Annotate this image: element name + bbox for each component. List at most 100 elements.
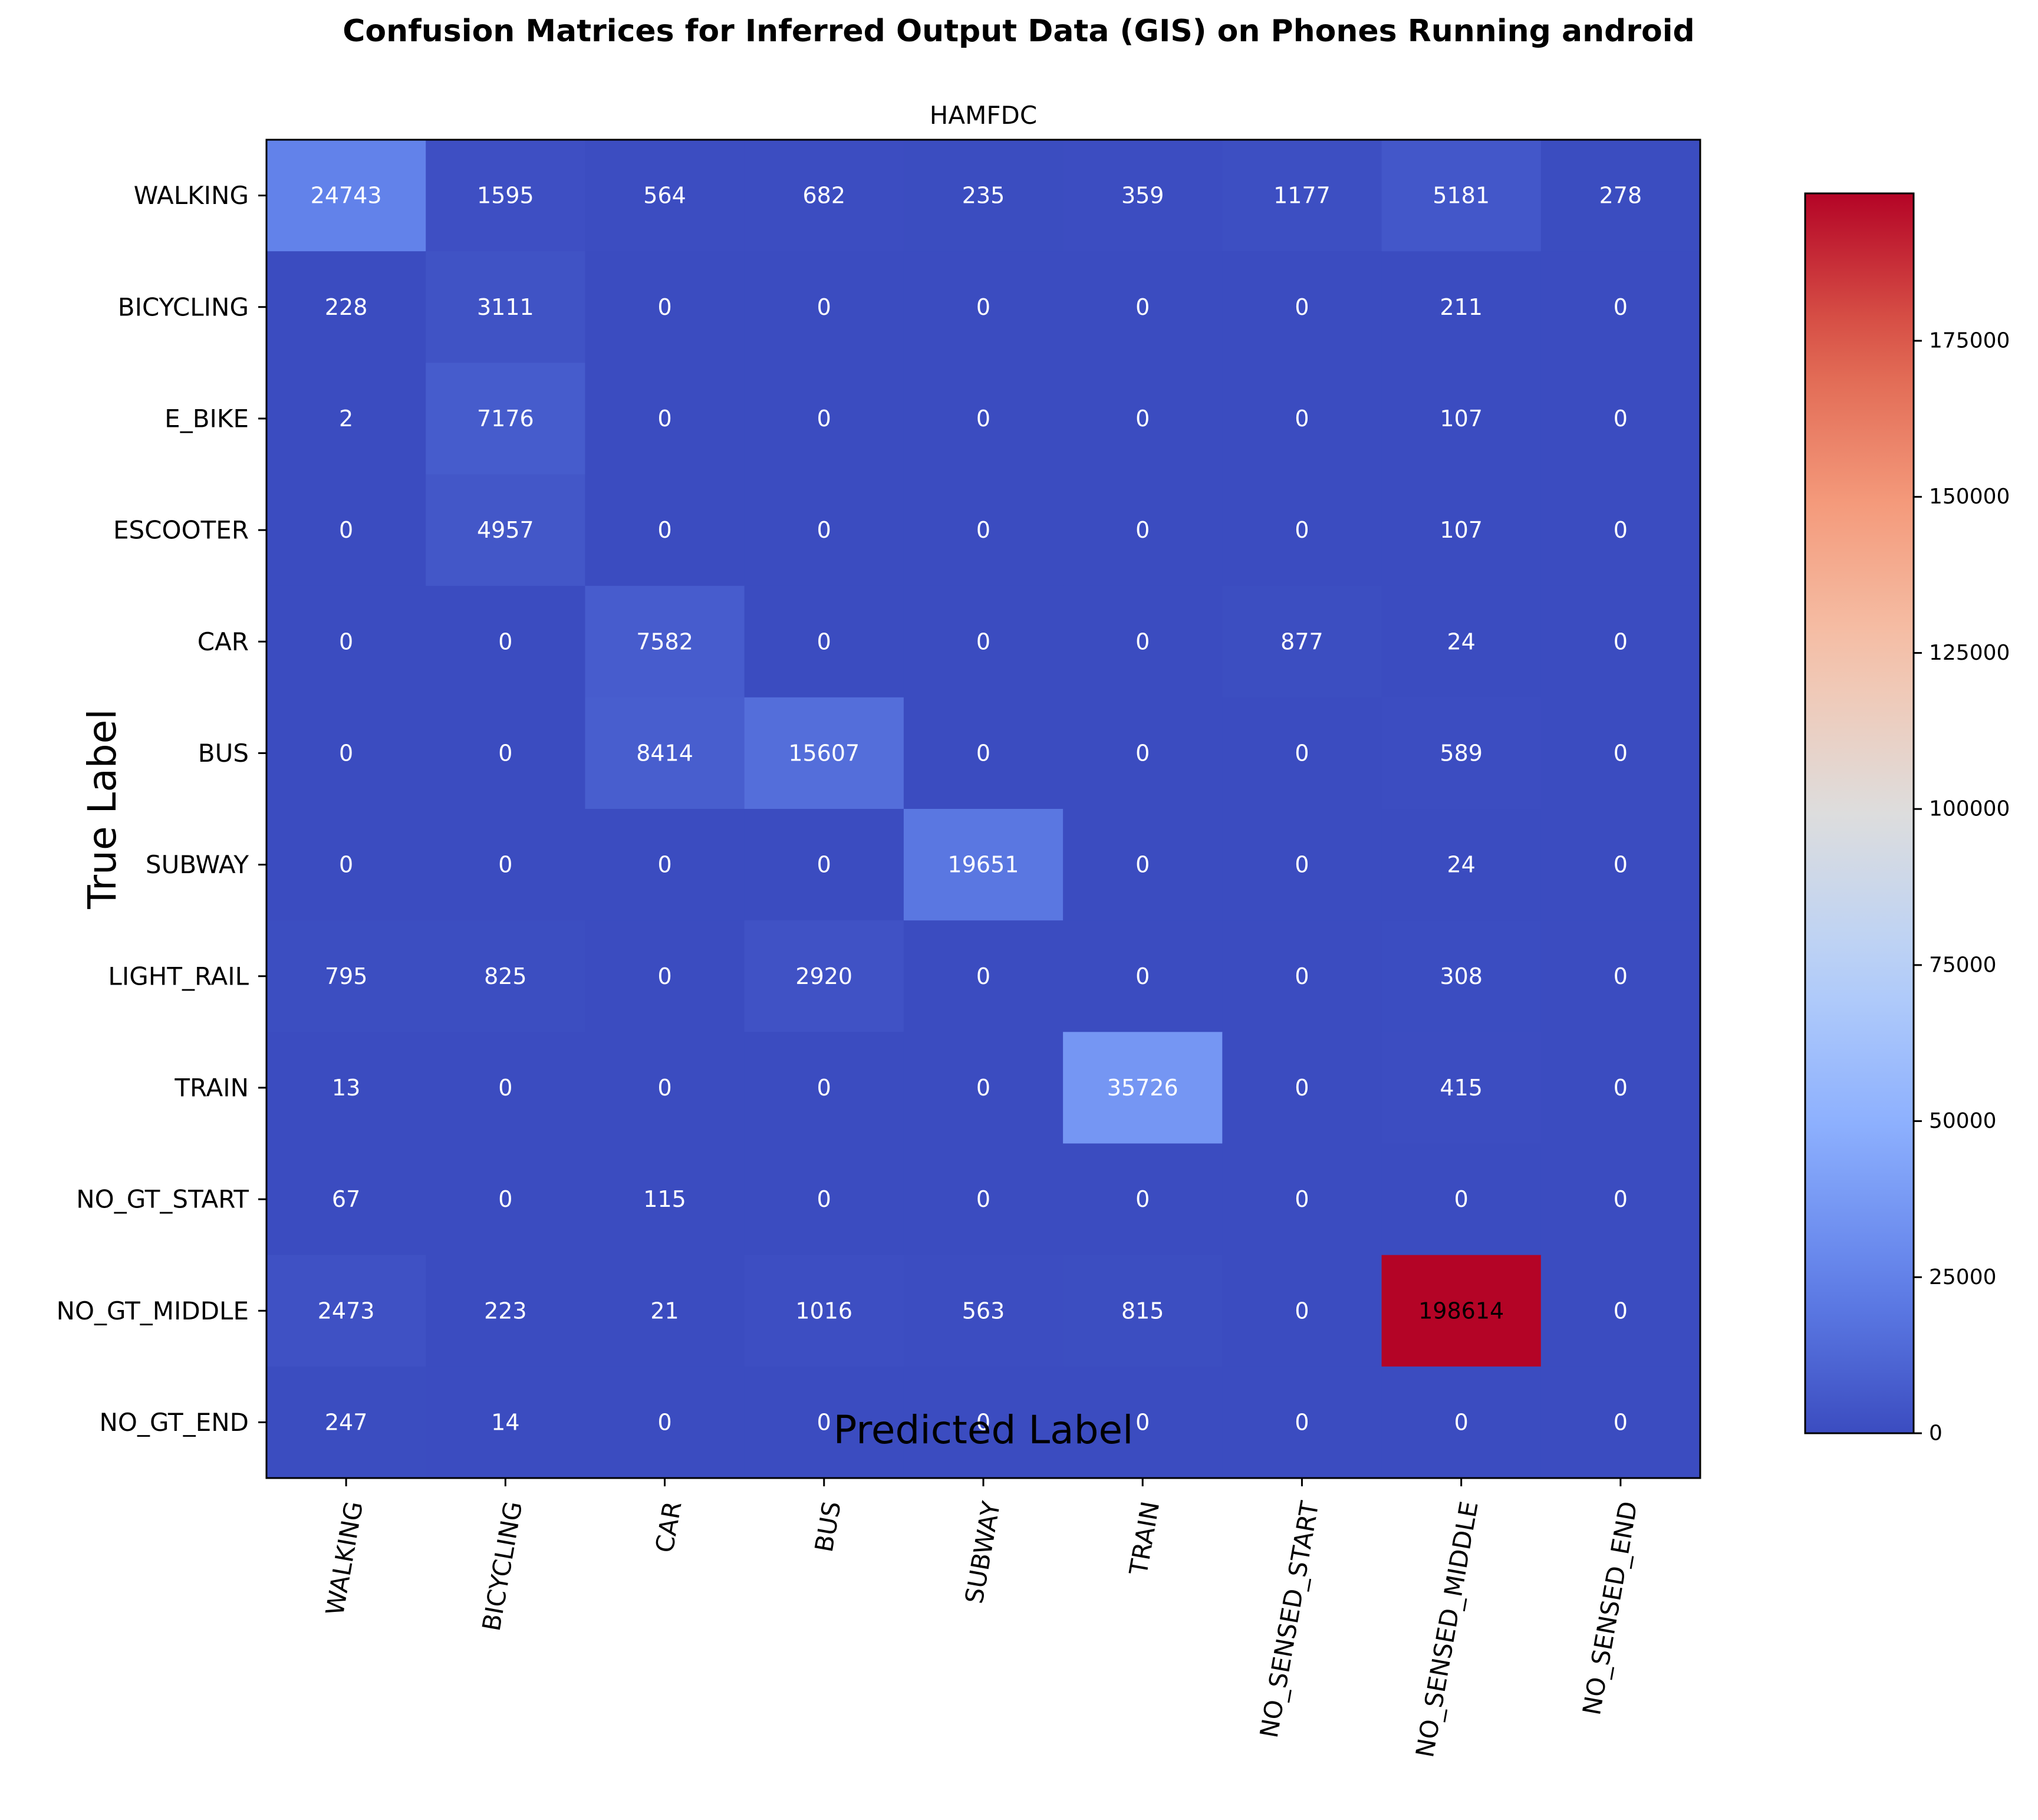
y-tick-label: NO_GT_END (100, 1408, 249, 1437)
cell-value-label: 0 (976, 740, 990, 766)
cell-value-label: 415 (1440, 1075, 1483, 1101)
cell-value-label: 107 (1440, 517, 1483, 543)
colorbar-tick-label: 100000 (1929, 797, 2010, 821)
cell-value-label: 0 (976, 1075, 990, 1101)
heatmap-cell (585, 1143, 745, 1256)
heatmap-cell (426, 251, 586, 363)
heatmap-cell (426, 1255, 586, 1367)
cell-value-label: 13 (332, 1075, 360, 1101)
heatmap-cell (585, 809, 745, 921)
heatmap-cell (744, 1366, 904, 1479)
cell-value-label: 0 (1135, 1186, 1150, 1212)
heatmap-cell (266, 1143, 426, 1256)
cell-value-label: 0 (817, 1186, 831, 1212)
heatmap-cell (1063, 140, 1223, 252)
heatmap-cell (903, 809, 1064, 921)
cell-value-label: 0 (976, 963, 990, 989)
cell-value-label: 0 (1614, 294, 1628, 320)
heatmap-cell (744, 697, 904, 809)
cell-value-label: 0 (498, 852, 512, 878)
cell-value-label: 115 (643, 1186, 686, 1212)
heatmap-cell (585, 1032, 745, 1144)
cell-value-label: 0 (1614, 852, 1628, 878)
heatmap-cell (744, 140, 904, 252)
cell-value-label: 0 (1295, 1186, 1309, 1212)
cell-value-label: 0 (498, 1075, 512, 1101)
heatmap-cell (1381, 1366, 1542, 1479)
x-tick-label: SUBWAY (959, 1499, 1006, 1605)
cell-value-label: 2473 (318, 1298, 375, 1324)
heatmap-cell (903, 1032, 1064, 1144)
cell-value-label: 564 (643, 183, 686, 209)
cell-value-label: 0 (657, 517, 671, 543)
cell-value-label: 0 (339, 517, 353, 543)
y-axis-ticks: WALKING BICYCLING E_BIKE ESCOOTER CAR BUS SUBW… (57, 181, 266, 1437)
heatmap-cell (266, 809, 426, 921)
cell-value-label: 2920 (795, 963, 852, 989)
heatmap-cell (266, 697, 426, 809)
heatmap-cell (1063, 1032, 1223, 1144)
cell-value-label: 0 (1295, 517, 1309, 543)
cell-value-label: 8414 (636, 740, 693, 766)
cell-value-label: 24 (1447, 628, 1475, 654)
y-tick-label: NO_GT_MIDDLE (57, 1296, 249, 1325)
heatmap-cell (266, 1366, 426, 1479)
heatmap-cell (1063, 809, 1223, 921)
y-tick-label: ESCOOTER (113, 516, 249, 545)
heatmap-cell (1063, 251, 1223, 363)
cell-value-label: 0 (976, 1186, 990, 1212)
heatmap-cell (903, 140, 1064, 252)
heatmap-cell (585, 363, 745, 475)
cell-value-label: 223 (484, 1298, 527, 1324)
cell-value-label: 2 (339, 406, 353, 432)
heatmap-cell (585, 251, 745, 363)
cell-value-label: 0 (339, 628, 353, 654)
cell-value-label: 0 (817, 294, 831, 320)
heatmap-cell (744, 1255, 904, 1367)
heatmap-cell (1381, 363, 1542, 475)
cell-value-label: 0 (1295, 294, 1309, 320)
heatmap-cell (1540, 585, 1701, 698)
cell-value-label: 0 (657, 294, 671, 320)
x-tick-label: WALKING (320, 1499, 368, 1618)
y-tick-label: WALKING (134, 181, 249, 210)
heatmap-cell (903, 474, 1064, 587)
heatmap-cell (1540, 140, 1701, 252)
cell-value-label: 228 (325, 294, 368, 320)
cell-value-label: 563 (962, 1298, 1005, 1324)
x-axis-ticks: WALKING BICYCLING CAR BUS SUBWAY TRAIN NO_SENS… (320, 1478, 1643, 1759)
cell-value-label: 235 (962, 183, 1005, 209)
cell-value-label: 19651 (948, 852, 1019, 878)
heatmap-cell (266, 1032, 426, 1144)
cell-value-label: 7582 (636, 628, 693, 654)
chart-title: HAMFDC (930, 101, 1037, 130)
heatmap-cell (1063, 1255, 1223, 1367)
x-tick-label: BICYCLING (477, 1499, 528, 1633)
heatmap-cell (266, 1255, 426, 1367)
heatmap-cell (903, 251, 1064, 363)
heatmap-cell (1063, 585, 1223, 698)
cell-value-label: 0 (1614, 740, 1628, 766)
heatmap-cell (1540, 1032, 1701, 1144)
cell-value-label: 0 (1135, 628, 1150, 654)
heatmap-cell (744, 251, 904, 363)
heatmap-cell (1222, 809, 1382, 921)
figure-suptitle: Confusion Matrices for Inferred Output D… (343, 14, 1694, 49)
cell-value-label: 278 (1599, 183, 1642, 209)
heatmap-cell (903, 920, 1064, 1032)
y-tick-label: BUS (198, 739, 249, 768)
heatmap-cell (903, 1143, 1064, 1256)
heatmap-cell (1063, 1143, 1223, 1256)
heatmap-cell (266, 363, 426, 475)
heatmap-cell (1222, 1366, 1382, 1479)
cell-value-label: 0 (976, 294, 990, 320)
heatmap-cell (1381, 1032, 1542, 1144)
cell-value-label: 0 (1614, 628, 1628, 654)
cell-value-label: 0 (817, 852, 831, 878)
colorbar-tick-label: 25000 (1929, 1265, 1997, 1289)
y-tick-label: TRAIN (174, 1073, 249, 1102)
cell-value-label: 0 (1295, 1075, 1309, 1101)
cell-value-label: 4957 (477, 517, 534, 543)
heatmap-cell (426, 1366, 586, 1479)
cell-value-label: 0 (1295, 1409, 1309, 1435)
